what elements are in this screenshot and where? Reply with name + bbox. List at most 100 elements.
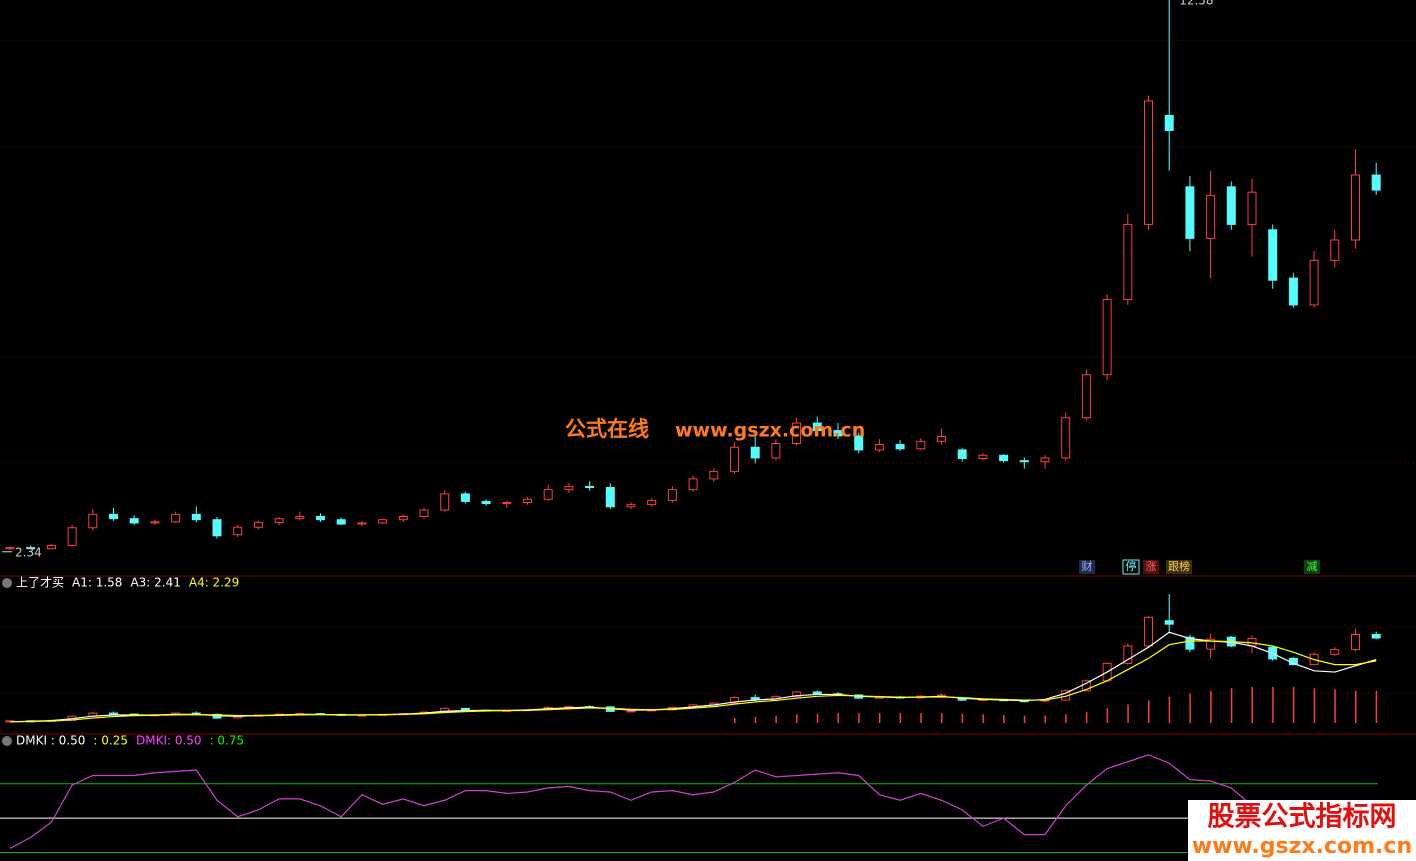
panel-header: : 0.25 — [93, 734, 128, 748]
candle-body — [895, 444, 905, 450]
histogram-bar — [1023, 715, 1026, 723]
candle-body — [978, 454, 988, 459]
histogram-bar — [1272, 686, 1274, 723]
histogram-bar — [1355, 690, 1357, 723]
candle-body — [212, 519, 222, 537]
histogram-bar — [1230, 688, 1233, 723]
watermark: 公式在线 — [565, 417, 649, 441]
candle-body — [1371, 174, 1381, 191]
event-box — [1143, 560, 1159, 574]
event-box — [1166, 560, 1192, 574]
series-line — [9, 631, 1377, 723]
candle-body — [916, 440, 926, 450]
event-marker[interactable]: 涨 — [1146, 560, 1157, 573]
candle-body — [854, 435, 864, 451]
candle-body — [812, 422, 822, 432]
histogram-bar — [1292, 686, 1295, 723]
candle-body — [626, 504, 636, 508]
histogram-bar — [899, 713, 902, 723]
candle-body — [46, 544, 56, 550]
panel-header: DMKI : 0.50 — [16, 734, 85, 748]
candle-body — [750, 446, 760, 459]
histogram-bar — [961, 713, 964, 723]
watermark: 股票公式指标网 — [1208, 802, 1397, 833]
histogram-bar — [775, 715, 777, 723]
candle-body — [1309, 259, 1319, 306]
candle-body — [1061, 417, 1071, 459]
histogram-bar — [1127, 704, 1129, 723]
candle-body — [274, 518, 284, 523]
histogram-bar — [1065, 714, 1067, 723]
candle-body — [564, 485, 574, 491]
candle-body — [460, 493, 470, 502]
event-marker[interactable]: 减 — [1307, 560, 1318, 573]
event-marker[interactable]: 财 — [1082, 559, 1093, 573]
candle-body — [833, 430, 843, 437]
candle-body — [150, 521, 160, 524]
candle-body — [129, 518, 139, 524]
candle-body — [667, 489, 677, 501]
candle-body — [1081, 374, 1091, 419]
high-label: 12.58 — [1179, 0, 1213, 8]
candle-body — [191, 513, 201, 521]
candle-body — [1040, 457, 1050, 463]
candle-body — [1164, 114, 1174, 131]
event-marker[interactable]: 停 — [1126, 559, 1137, 573]
candle-body — [543, 489, 553, 500]
histogram-bar — [1085, 711, 1088, 723]
candle-body — [585, 485, 595, 488]
histogram-bar — [1044, 715, 1046, 723]
low-label: 2.34 — [15, 545, 42, 559]
candle-body — [109, 712, 118, 715]
panel-header: A1: 1.58 — [72, 576, 122, 590]
histogram-bar — [734, 718, 736, 723]
candle-body — [1123, 645, 1133, 664]
candle-body — [1351, 634, 1360, 651]
candle-body — [1226, 186, 1236, 225]
candle-body — [1144, 100, 1153, 225]
panel-icon[interactable] — [2, 736, 12, 746]
candle-body — [999, 454, 1009, 462]
candle-body — [709, 470, 719, 480]
candle-body — [1185, 636, 1195, 650]
histogram-bar — [1106, 708, 1109, 723]
histogram-bar — [1210, 690, 1212, 723]
panel-icon[interactable] — [2, 578, 12, 588]
watermark: www.gszx.com.cn — [675, 420, 865, 442]
histogram-bar — [1251, 686, 1253, 723]
histogram-bar — [878, 713, 881, 723]
candle-body — [688, 478, 698, 491]
histogram-bar — [1334, 689, 1336, 723]
histogram-bar — [1189, 693, 1191, 723]
candle-body — [67, 527, 77, 546]
watermark: www.gszx.com.cn — [1192, 834, 1412, 859]
candle-body — [874, 444, 884, 451]
candle-body — [316, 515, 325, 521]
candle-body — [5, 547, 15, 550]
candle-body — [1185, 186, 1195, 239]
candle-body — [336, 519, 346, 525]
candle-body — [502, 502, 512, 505]
panel-header: 上了才买 — [16, 576, 64, 590]
panel-header: A3: 2.41 — [130, 576, 180, 590]
event-marker[interactable]: 跟榜 — [1168, 559, 1190, 573]
candle-body — [419, 509, 429, 517]
candle-body — [440, 493, 450, 511]
candle-body — [460, 707, 470, 711]
candle-body — [730, 697, 739, 704]
histogram-bar — [796, 714, 798, 723]
histogram-bar — [941, 713, 943, 723]
series-line — [9, 754, 1274, 849]
histogram-bar — [920, 713, 922, 723]
candle-body — [171, 513, 181, 523]
candle-body — [1164, 620, 1174, 625]
candle-body — [1288, 277, 1298, 306]
candle-body — [523, 498, 532, 504]
candle-body — [1123, 223, 1133, 301]
histogram-bar — [1003, 714, 1005, 723]
panel-header: DMKI: 0.50 — [136, 734, 202, 748]
histogram-bar — [1313, 688, 1316, 723]
candle-body — [378, 519, 388, 524]
candle-body — [1247, 191, 1257, 225]
